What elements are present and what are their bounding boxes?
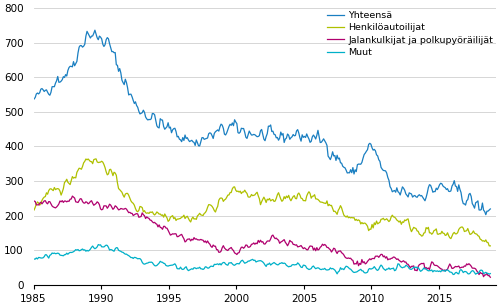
Henkilöautoilijat [488,244,494,248]
Jalankulkijat ja polkupyöräilijät [274,236,280,240]
Jalankulkijat ja polkupyöräilijät [364,259,370,263]
Yhteensä [483,213,489,217]
Henkilöautoilijat [93,157,99,161]
Jalankulkijat ja polkupyöräilijät [31,199,37,203]
Yhteensä [274,136,280,140]
Yhteensä [488,207,494,211]
Henkilöautoilijat [207,203,213,207]
Muut [276,263,281,266]
Muut [274,262,280,266]
Yhteensä [364,148,370,152]
Yhteensä [276,138,281,142]
Henkilöautoilijat [364,225,370,228]
Jalankulkijat ja polkupyöräilijät [488,275,494,279]
Legend: Yhteensä, Henkilöautoilijat, Jalankulkijat ja polkupyöräilijät, Muut: Yhteensä, Henkilöautoilijat, Jalankulkij… [328,11,493,57]
Jalankulkijat ja polkupyöräilijät [276,238,281,242]
Line: Jalankulkijat ja polkupyöräilijät: Jalankulkijat ja polkupyöräilijät [34,196,490,277]
Jalankulkijat ja polkupyöräilijät [485,274,491,278]
Yhteensä [31,97,37,101]
Jalankulkijat ja polkupyöräilijät [70,194,75,198]
Henkilöautoilijat [485,241,491,245]
Yhteensä [261,137,267,141]
Line: Muut: Muut [34,245,490,274]
Jalankulkijat ja polkupyöräilijät [207,242,213,246]
Yhteensä [92,28,98,32]
Yhteensä [207,131,213,135]
Jalankulkijat ja polkupyöräilijät [261,242,267,246]
Line: Yhteensä: Yhteensä [34,30,490,215]
Henkilöautoilijat [31,208,37,212]
Henkilöautoilijat [276,191,281,195]
Muut [261,261,267,265]
Muut [450,273,456,276]
Henkilöautoilijat [261,195,267,199]
Muut [486,272,492,276]
Muut [364,270,370,274]
Henkilöautoilijat [274,197,280,200]
Yhteensä [486,208,492,212]
Muut [31,257,37,261]
Muut [207,265,213,269]
Line: Henkilöautoilijat: Henkilöautoilijat [34,159,490,246]
Muut [488,272,494,275]
Muut [96,243,102,246]
